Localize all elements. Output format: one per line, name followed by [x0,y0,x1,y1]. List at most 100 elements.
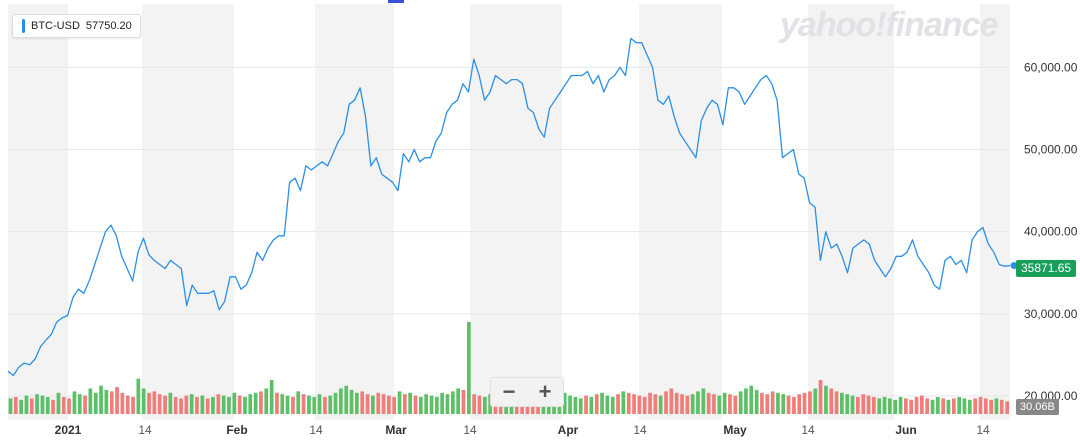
volume-bar [733,395,738,414]
volume-bar [83,395,87,414]
volume-bar [317,394,322,414]
volume-bar [221,395,226,414]
volume-bar [717,395,722,414]
volume-bar [984,398,988,414]
volume-bar [56,392,61,414]
volume-bar [664,391,668,414]
last-price-badge: 35871.65 [1016,260,1077,277]
volume-bar [467,322,471,414]
zoom-in-button[interactable]: + [538,379,552,404]
month-bands [8,4,1010,420]
month-band [980,4,1010,420]
x-tick-label: Feb [226,423,247,437]
volume-bar [227,397,231,414]
yahoo-finance-logo: yahoo!finance [780,6,998,44]
volume-bar [173,397,178,414]
volume-bar [333,392,338,414]
volume-bar [792,397,796,414]
volume-bar [115,387,119,414]
volume-bar [285,395,290,414]
volume-bar [328,395,333,414]
volume-bar [472,394,476,414]
volume-bar [205,398,210,414]
volume-bar [445,394,450,414]
volume-bar [93,392,98,414]
last-price-dot [1010,262,1018,270]
price-line [7,37,1018,377]
volume-bar [909,399,913,414]
volume-bar [578,398,583,414]
series-legend[interactable]: BTC-USD 57750.20 [12,14,141,38]
volume-bar [861,394,866,414]
volume-bar [29,398,34,414]
y-tick-label: 60,000.00 [1024,60,1078,74]
x-tick-label: Mar [385,423,407,437]
volume-bar [573,397,578,414]
volume-bar [850,395,855,414]
grid-lines [8,66,1010,397]
volume-bar [658,395,663,414]
volume-bar [600,392,604,414]
volume-bar [163,395,167,414]
volume-bar [45,397,50,414]
volume-bar [232,392,237,414]
volume-bar [376,392,381,414]
volume-bar [179,398,183,414]
volume-bar [946,399,951,414]
volume-bar [339,388,343,414]
zoom-controls: − + [490,377,564,407]
volume-bar [168,392,173,414]
volume-bar [648,392,652,414]
volume-bar [195,397,199,414]
volume-bar [147,392,151,414]
volume-bar [301,394,306,414]
volume-bar [690,394,695,414]
volume-bar [584,395,588,414]
volume-bar [562,392,567,414]
volume-badge: 30.06B [1016,399,1059,415]
volume-bar [728,394,732,414]
x-tick-label: 2021 [55,423,82,437]
y-tick-label: 40,000.00 [1024,225,1078,239]
volume-bar [35,394,39,414]
volume-bar [408,392,412,414]
volume-bar [760,392,764,414]
volume-bar [189,394,194,414]
volume-bar [120,392,125,414]
volume-bar [877,398,882,414]
volume-bar [701,388,706,414]
volume-bar [568,395,572,414]
volume-bar [621,391,626,414]
volume-bar [680,394,684,414]
volume-bar [456,388,460,414]
y-tick-label: 50,000.00 [1024,142,1078,156]
volume-bar [77,394,82,414]
volume-bar [253,392,258,414]
volume-bar [88,388,93,414]
volume-bar [653,394,658,414]
volume-bar [999,399,1004,414]
volume-bar [429,395,434,414]
volume-bar [264,388,269,414]
volume-bar [125,395,130,414]
volume-bar [99,385,103,414]
volume-bar [770,391,775,414]
month-band [315,4,394,420]
volume-bar [957,397,961,414]
volume-bar [40,395,45,414]
volume-bar [157,394,162,414]
zoom-out-button[interactable]: − [502,379,516,404]
volume-bar [419,397,423,414]
volume-bar [589,397,594,414]
volume-bar [131,397,135,414]
volume-bar [914,397,919,414]
volume-bar [856,397,860,414]
price-series-line [7,37,1011,377]
volume-bar [610,397,615,414]
volume-bar [13,397,18,414]
legend-swatch [22,19,25,33]
volume-bar [818,380,823,414]
volume-bar [1005,401,1009,414]
x-axis-labels: 2021 14 Feb 14 Mar 14 Apr 14 May 14 Jun 14 [55,423,990,437]
